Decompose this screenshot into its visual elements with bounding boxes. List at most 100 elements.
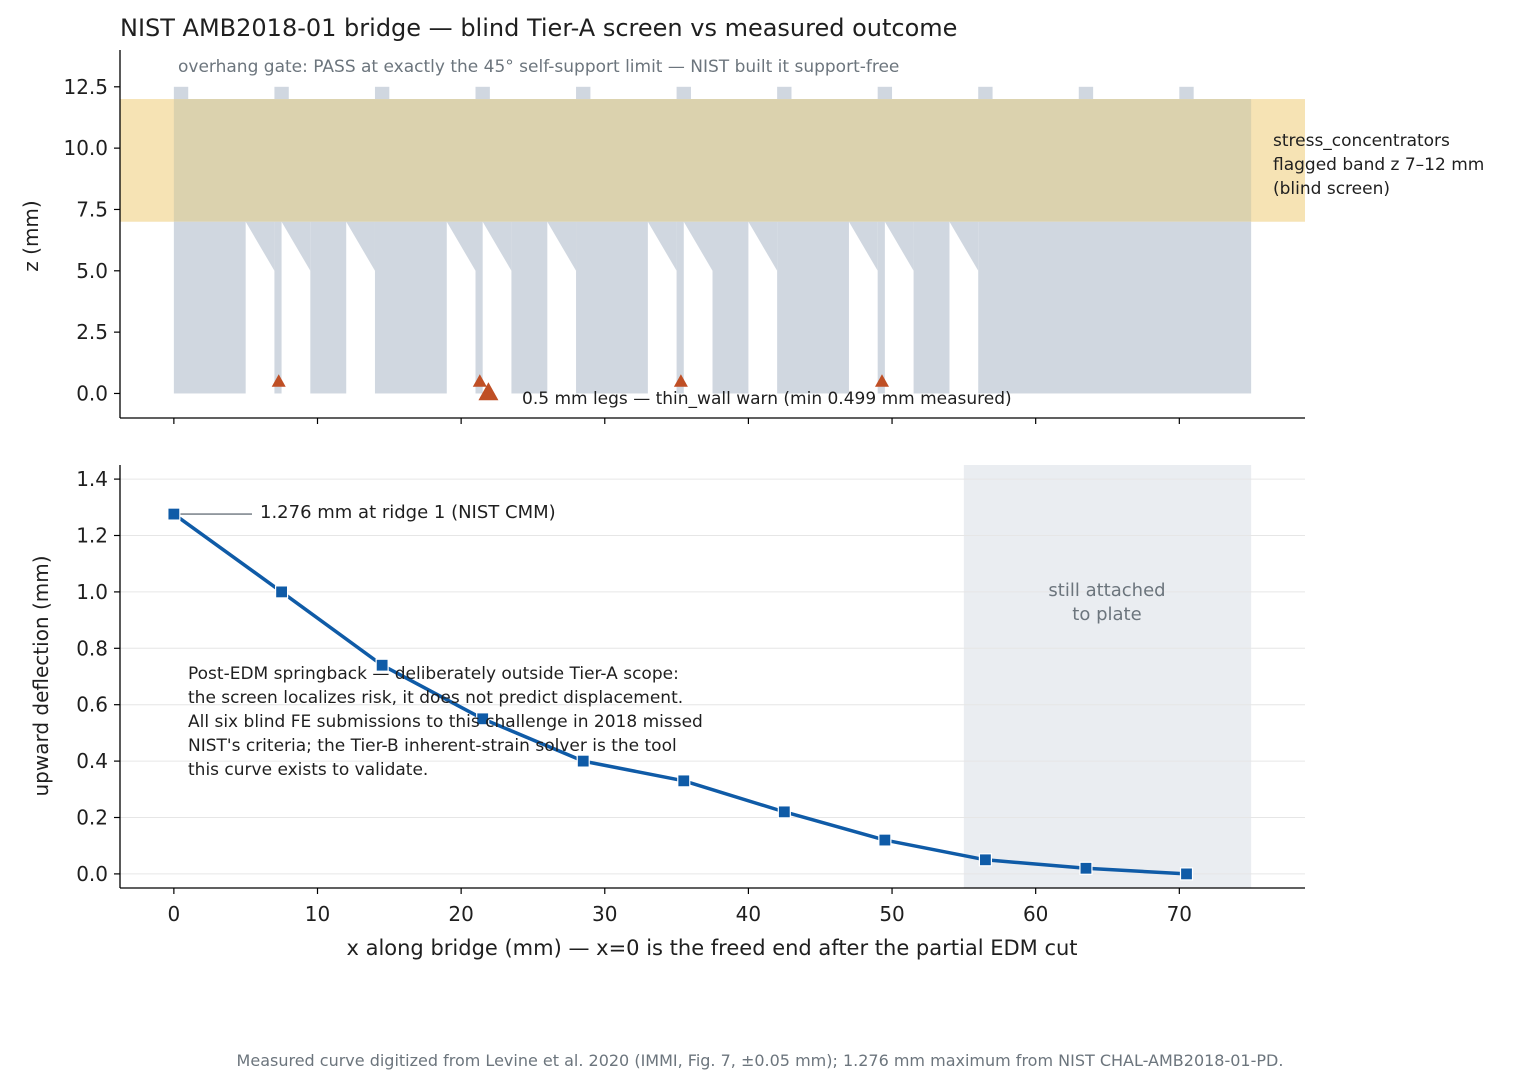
- scope-note-line: All six blind FE submissions to this cha…: [188, 712, 703, 732]
- bridge-leg: [475, 221, 483, 394]
- deflection-point: [274, 585, 289, 599]
- deflection-point: [1179, 867, 1194, 881]
- attached-region: [963, 465, 1252, 888]
- bottom-x-tick-label: 50: [879, 902, 904, 926]
- overhang-slant: [949, 221, 979, 271]
- legs-annotation: 0.5 mm legs — thin_wall warn (min 0.499 …: [522, 389, 1012, 409]
- deflection-point: [777, 805, 791, 819]
- bridge-ridge: [576, 86, 591, 100]
- bridge-leg: [310, 221, 347, 394]
- bottom-x-tick-label: 30: [592, 902, 617, 926]
- bottom-y-tick-label: 0.4: [76, 749, 108, 773]
- bridge-leg: [676, 221, 684, 394]
- band-label: stress_concentrators flagged band z 7–12…: [1273, 131, 1484, 199]
- bottom-panel: 0.00.20.40.60.81.01.21.40 10 20 30 40 50 60 70 …: [29, 465, 1305, 960]
- bottom-y-tick-label: 1.0: [76, 580, 108, 604]
- bridge-part-layer: [173, 86, 1252, 394]
- overhang-slant: [683, 221, 713, 271]
- bottom-x-tick-label: 20: [448, 902, 473, 926]
- bridge-leg: [511, 221, 548, 394]
- bridge-leg: [777, 221, 849, 394]
- top-y-tick-label: 10.0: [63, 136, 108, 160]
- bridge-leg: [712, 221, 749, 394]
- bridge-ridge: [877, 86, 893, 100]
- top-y-tick-label: 5.0: [76, 259, 108, 283]
- bottom-y-tick-label: 0.2: [76, 806, 108, 830]
- bridge-ridge: [374, 86, 390, 100]
- band-label-line: (blind screen): [1273, 179, 1390, 199]
- bottom-y-tick-label: 0.8: [76, 636, 108, 660]
- bridge-leg: [877, 221, 885, 394]
- overhang-slant: [446, 221, 476, 271]
- deflection-point: [677, 774, 691, 788]
- bridge-slab: [173, 99, 1252, 222]
- scope-note-line: NIST's criteria; the Tier-B inherent-str…: [188, 736, 677, 756]
- bottom-ylabel: upward deflection (mm): [29, 555, 53, 796]
- deflection-point: [878, 833, 892, 847]
- thin-wall-marker: [874, 374, 889, 387]
- scope-note-line: this curve exists to validate.: [188, 760, 428, 780]
- bottom-x-tick-label: 70: [1167, 902, 1192, 926]
- bottom-x-tick-label: 10: [305, 902, 330, 926]
- bottom-xlabel: x along bridge (mm) — x=0 is the freed e…: [346, 936, 1077, 960]
- bridge-leg: [576, 221, 648, 394]
- bottom-y-tick-label: 1.4: [76, 467, 108, 491]
- scope-note: Post-EDM springback — deliberately outsi…: [188, 664, 703, 780]
- bridge-ridge: [978, 86, 993, 100]
- bridge-leg: [173, 221, 246, 394]
- top-panel: 0.0 2.5 5.0 7.5 10.0 12.5 overhang gate: PASS…: [19, 50, 1484, 424]
- bottom-x-tick-label: 60: [1023, 902, 1048, 926]
- thin-wall-marker: [472, 374, 487, 387]
- top-y-tick-label: 7.5: [76, 197, 108, 221]
- bottom-y-tick-label: 0.0: [76, 862, 108, 886]
- top-y-tick-label: 2.5: [76, 320, 108, 344]
- deflection-point: [476, 712, 490, 726]
- deflection-point: [1079, 861, 1093, 875]
- top-ylabel: z (mm): [19, 200, 43, 271]
- thin-wall-marker: [271, 374, 286, 387]
- bottom-x-tick-label: 40: [736, 902, 761, 926]
- overhang-slant: [346, 221, 375, 271]
- overhang-slant: [884, 221, 914, 271]
- deflection-point: [576, 754, 590, 768]
- bottom-gridlines: [120, 478, 1305, 875]
- chart-title: NIST AMB2018-01 bridge — blind Tier-A sc…: [120, 14, 957, 42]
- bridge-leg: [274, 221, 282, 394]
- bridge-ridge: [676, 86, 691, 100]
- bottom-x-tick-label: 0: [167, 902, 180, 926]
- bridge-leg: [913, 221, 950, 394]
- overhang-slant: [547, 221, 577, 271]
- overhang-annotation: overhang gate: PASS at exactly the 45° s…: [178, 57, 899, 77]
- bridge-ridge: [1078, 86, 1094, 100]
- thin-wall-marker: [673, 374, 688, 387]
- attached-region-shade: [963, 465, 1252, 888]
- overhang-slant: [647, 221, 677, 271]
- bridge-ridge: [1179, 86, 1194, 100]
- band-label-line: flagged band z 7–12 mm: [1273, 155, 1484, 175]
- top-axes: 0.0 2.5 5.0 7.5 10.0 12.5: [63, 50, 1305, 424]
- attached-label: still attached to plate: [1048, 580, 1165, 625]
- deflection-point: [375, 658, 389, 672]
- bottom-y-tick-label: 0.6: [76, 693, 108, 717]
- bridge-leg: [978, 221, 1252, 394]
- deflection-point: [978, 853, 993, 867]
- footer-source: Measured curve digitized from Levine et …: [237, 1051, 1284, 1070]
- bottom-y-tick-label: 1.2: [76, 524, 108, 548]
- attached-label-line: to plate: [1072, 604, 1141, 625]
- bridge-leg: [374, 221, 447, 394]
- overhang-slant: [848, 221, 878, 271]
- bottom-axes: 0.0 0.2 0.4 0.6 0.8 1.0 1.2 1.4 0 10 20 30 40 50 60 70: [76, 465, 1305, 926]
- bridge-ridge: [777, 86, 792, 100]
- bridge-ridge: [475, 86, 490, 100]
- scope-note-line: the screen localizes risk, it does not p…: [188, 688, 683, 708]
- deflection-series: [167, 507, 1194, 881]
- top-y-tick-label: 12.5: [63, 75, 108, 99]
- deflection-point: [167, 507, 181, 521]
- max-deflection-label: 1.276 mm at ridge 1 (NIST CMM): [260, 502, 556, 523]
- overhang-slant: [281, 221, 311, 271]
- thin-wall-markers: [271, 374, 889, 401]
- band-label-line: stress_concentrators: [1273, 131, 1450, 151]
- bridge-ridge: [274, 86, 289, 100]
- overhang-slant: [245, 221, 275, 271]
